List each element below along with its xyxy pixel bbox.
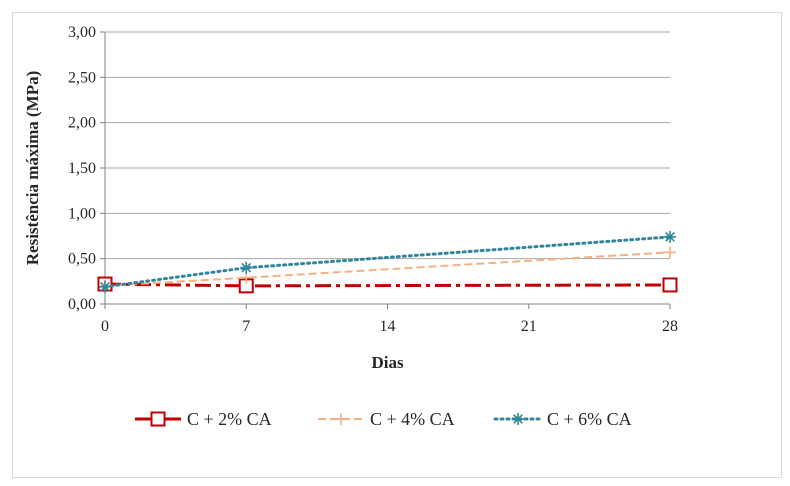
- y-tick-label-1: 0,50: [68, 251, 96, 268]
- axes: [100, 31, 671, 309]
- x-tick-label-4: 28: [662, 318, 678, 335]
- x-tick-label-3: 21: [521, 318, 537, 335]
- y-tick-label-3: 1,50: [68, 160, 96, 177]
- series-3-point-1-shape: [240, 261, 253, 274]
- legend-item-2: C + 4% CA: [318, 409, 455, 429]
- series-3-line: [103, 235, 672, 289]
- legend-label-1: C + 2% CA: [187, 409, 272, 429]
- y-tick-label-2: 1,00: [68, 205, 96, 222]
- legend-marker-2: [335, 413, 347, 425]
- x-tick-label-0: 0: [101, 318, 109, 335]
- series-1: [97, 276, 678, 294]
- y-tick-label-4: 2,00: [68, 115, 96, 132]
- y-tick-label-6: 3,00: [68, 24, 96, 41]
- legend: C + 2% CA C + 4% CA C + 6% CA: [135, 409, 632, 429]
- chart-frame: [12, 12, 782, 478]
- series-1-point-2: [662, 277, 678, 293]
- x-tick-label-2: 14: [380, 318, 396, 335]
- grid-lines: [105, 31, 670, 260]
- legend-label-2: C + 4% CA: [370, 409, 455, 429]
- series-1-point-2-shape: [662, 277, 678, 293]
- series-3: [99, 230, 676, 293]
- series-3-point-0-shape: [99, 280, 111, 293]
- series-3-point-1: [240, 261, 253, 274]
- legend-item-3: C + 6% CA: [493, 409, 632, 429]
- series-3-point-0: [99, 280, 111, 293]
- series-3-point-2-shape: [664, 230, 676, 243]
- x-tick-label-1: 7: [242, 318, 250, 335]
- legend-marker-1: [150, 411, 166, 427]
- y-axis-title: Resistência máxima (MPa): [23, 71, 42, 266]
- legend-marker-1-shape: [150, 411, 166, 427]
- x-tick-labels: 0 7 14 21 28: [101, 318, 678, 335]
- series-2-point-2: [664, 246, 676, 259]
- series-1-line: [104, 282, 671, 288]
- series-layer: [97, 230, 678, 294]
- series-2-point-2-shape: [664, 246, 676, 259]
- legend-marker-3: [512, 413, 524, 425]
- y-tick-label-5: 2,50: [68, 69, 96, 86]
- legend-item-1: C + 2% CA: [135, 409, 272, 429]
- y-tick-label-0: 0,00: [68, 296, 96, 313]
- legend-label-3: C + 6% CA: [547, 409, 632, 429]
- x-axis-title: Dias: [371, 353, 404, 372]
- y-tick-labels: 0,00 0,50 1,00 1,50 2,00 2,50 3,00: [68, 24, 96, 313]
- legend-marker-3-shape: [512, 413, 524, 425]
- series-3-point-2: [664, 230, 676, 243]
- series-2-line: [104, 251, 671, 287]
- legend-marker-2-shape: [335, 413, 347, 425]
